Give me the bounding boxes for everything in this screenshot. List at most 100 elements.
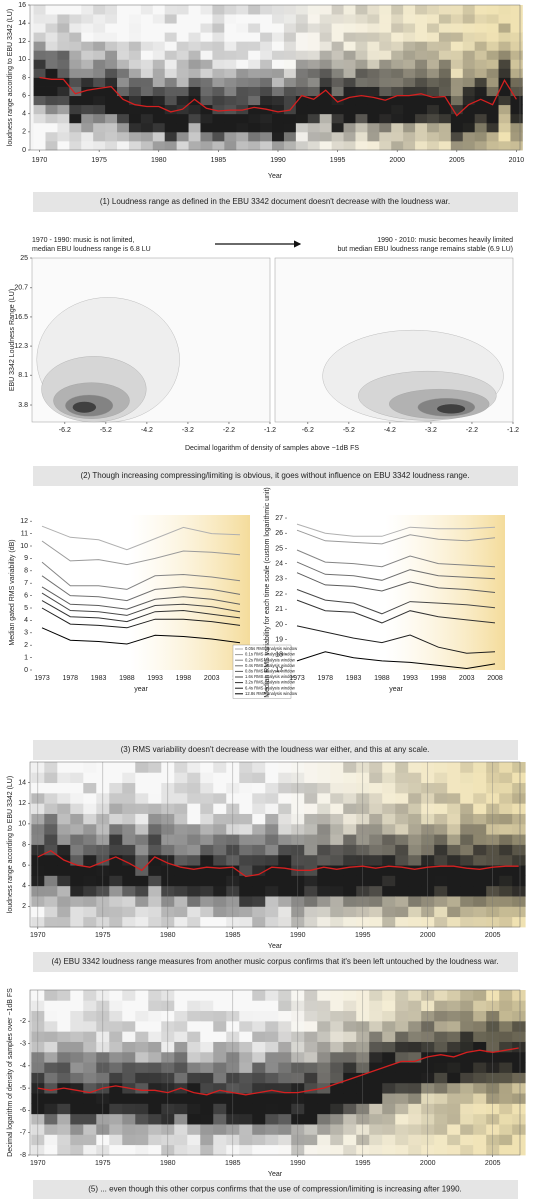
heatmap-cell (212, 95, 225, 106)
heatmap-cell (395, 1051, 409, 1063)
heatmap-cell (499, 844, 513, 856)
heatmap-cell (367, 104, 380, 115)
heatmap-cell (408, 1113, 422, 1125)
heatmap-cell (188, 131, 201, 142)
heatmap-cell (369, 906, 383, 918)
heatmap-cell (450, 50, 464, 60)
heatmap-cell (304, 1093, 318, 1104)
heatmap-cell (57, 86, 70, 97)
y-tick-label: 0 (24, 667, 28, 674)
heatmap-cell (343, 1000, 357, 1012)
heatmap-cell (427, 68, 440, 78)
heatmap-cell (176, 86, 189, 97)
heatmap-cell (343, 875, 357, 887)
heatmap-cell (248, 5, 261, 15)
heatmap-cell (105, 77, 118, 87)
heatmap-cell (44, 1144, 58, 1156)
heatmap-cell (117, 23, 130, 33)
heatmap-cell (438, 32, 452, 42)
heatmap-cell (70, 865, 84, 876)
heatmap-cell (379, 50, 392, 60)
heatmap-cell (70, 792, 84, 804)
heatmap-cell (83, 1041, 97, 1053)
heatmap-cell (319, 32, 333, 42)
heatmap-cell (248, 32, 261, 42)
heatmap-cell (105, 140, 118, 151)
heatmap-cell (369, 803, 383, 814)
heatmap-cell (200, 1062, 214, 1073)
heatmap-cell (83, 1093, 97, 1104)
heatmap-cell (427, 104, 440, 115)
heatmap-cell (45, 131, 58, 142)
heatmap-cell (415, 5, 428, 15)
heatmap-cell (434, 772, 448, 784)
heatmap-cell (272, 5, 285, 15)
heatmap-cell (499, 1103, 513, 1115)
heatmap-cell (427, 77, 440, 87)
y-axis-label: loudness range according to EBU 3342 (LU… (7, 776, 14, 913)
heatmap-cell (379, 23, 392, 33)
heatmap-cell (343, 1072, 357, 1084)
heatmap-cell (499, 990, 513, 1001)
x-axis-label: Year (268, 943, 283, 950)
heatmap-cell (140, 59, 154, 69)
heatmap-cell (57, 1000, 71, 1012)
heatmap-cell (148, 803, 162, 814)
heatmap-cell (272, 41, 285, 51)
heatmap-cell (81, 32, 94, 42)
heatmap-cell (188, 86, 201, 97)
heatmap-cell (200, 762, 214, 773)
heatmap-cell (128, 86, 142, 97)
heatmap-cell (499, 875, 513, 887)
heatmap-cell (317, 1093, 331, 1104)
heatmap-cell (512, 844, 526, 856)
x-tick-label: 1980 (160, 1160, 176, 1167)
heatmap-cell (355, 41, 368, 51)
heatmap-cell (239, 1144, 253, 1156)
heatmap-cell (473, 1082, 487, 1094)
heatmap-cell (382, 906, 396, 918)
heatmap-cell (122, 1072, 136, 1084)
caption-box (33, 466, 518, 486)
heatmap-cell (57, 782, 71, 794)
heatmap-cell (510, 104, 523, 115)
heatmap-cell (304, 990, 318, 1001)
heatmap-cell (174, 1000, 188, 1012)
heatmap-cell (304, 834, 318, 845)
heatmap-cell (447, 1031, 461, 1042)
heatmap-cell (343, 122, 356, 133)
heatmap-cell (188, 140, 201, 151)
heatmap-cell (212, 104, 225, 115)
heatmap-cell (395, 1082, 409, 1094)
heatmap-cell (70, 1093, 84, 1104)
heatmap-cell (434, 854, 448, 866)
heatmap-cell (510, 23, 523, 33)
heatmap-cell (434, 1010, 448, 1022)
heatmap-cell (304, 792, 318, 804)
heatmap-cell (174, 823, 188, 835)
y-tick-label: 0 (22, 147, 26, 154)
heatmap-cell (307, 113, 321, 124)
heatmap-cell (343, 1124, 357, 1135)
heatmap-cell (148, 1000, 162, 1012)
heatmap-cell (187, 1000, 201, 1012)
heatmap-cell (122, 782, 136, 794)
heatmap-cell (174, 762, 188, 773)
heatmap-cell (283, 77, 297, 87)
heatmap-cell (304, 1144, 318, 1156)
heatmap-cell (128, 23, 142, 33)
heatmap-cell (44, 782, 58, 794)
heatmap-cell (83, 990, 97, 1001)
heatmap-cell (265, 1072, 279, 1084)
heatmap-cell (460, 1082, 474, 1094)
heatmap-cell (176, 41, 189, 51)
heatmap-cell (187, 1124, 201, 1135)
heatmap-cell (187, 865, 201, 876)
heatmap-cell (499, 1113, 513, 1125)
heatmap-cell (499, 916, 513, 928)
heatmap-cell (391, 131, 404, 142)
heatmap-cell (45, 50, 58, 60)
heatmap-cell (307, 95, 321, 106)
heatmap-cell (473, 916, 487, 928)
heatmap-cell (200, 77, 213, 87)
